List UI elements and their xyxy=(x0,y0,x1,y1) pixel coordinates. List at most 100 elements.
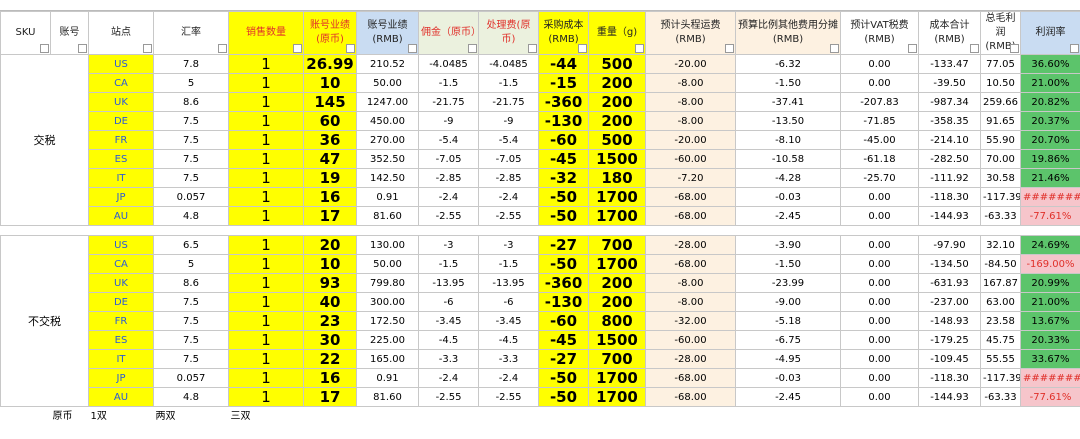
header-cell: 站点 xyxy=(88,11,154,55)
cell: -2.4 xyxy=(418,368,479,388)
cell: 1 xyxy=(228,254,304,274)
cell: 21.00% xyxy=(1020,73,1080,93)
cell: AU xyxy=(88,206,154,226)
cell: -2.85 xyxy=(478,168,539,188)
cell: 700 xyxy=(588,349,646,369)
cell: -2.4 xyxy=(478,368,539,388)
cell: -1.50 xyxy=(735,254,841,274)
cell: 6.5 xyxy=(153,235,229,255)
cell: -6 xyxy=(418,292,479,312)
cell: 45.75 xyxy=(980,330,1021,350)
cell: 0.057 xyxy=(153,187,229,207)
cell: 22 xyxy=(303,349,357,369)
cell: -117.39 xyxy=(980,187,1021,207)
header-row: SKU 账号 站点 汇率 销售数量 账号业绩(原币) 账号业绩(RMB) 佣金（原币） 处理费(… xyxy=(0,11,1080,55)
cell: 352.50 xyxy=(356,149,419,169)
cell: -3 xyxy=(478,235,539,255)
cell: -8.00 xyxy=(645,292,736,312)
cell: -134.50 xyxy=(918,254,981,274)
header-cell: 账号业绩(RMB) xyxy=(356,11,419,55)
cell: 1 xyxy=(228,235,304,255)
cell: -4.95 xyxy=(735,349,841,369)
data-row: DE 7.5 1 40 300.00 -6 -6 -130 200 -8.00 -9.00 0.00-… xyxy=(1,292,1080,312)
cell: 1247.00 xyxy=(356,92,419,112)
cell: FR xyxy=(88,311,154,331)
cell: -21.75 xyxy=(418,92,479,112)
spacer-cell xyxy=(0,225,1080,236)
cell: 1 xyxy=(228,368,304,388)
cell: 1 xyxy=(228,130,304,150)
cell: -13.95 xyxy=(478,273,539,293)
cell: -2.55 xyxy=(418,387,479,407)
cell: -169.00% xyxy=(1020,254,1080,274)
cell: 200 xyxy=(588,73,646,93)
cell: 1 xyxy=(228,111,304,131)
cell: 180 xyxy=(588,168,646,188)
cell: -2.4 xyxy=(478,187,539,207)
cell: -28.00 xyxy=(645,235,736,255)
cell: 20.82% xyxy=(1020,92,1080,112)
cell: JP xyxy=(88,187,154,207)
cell: 0.91 xyxy=(356,187,419,207)
cell: 7.5 xyxy=(153,111,229,131)
cell: 0.91 xyxy=(356,368,419,388)
cell: 7.5 xyxy=(153,168,229,188)
cell: 5 xyxy=(153,254,229,274)
cell: 1 xyxy=(228,187,304,207)
cell: -50 xyxy=(538,368,589,388)
group-label: 交税 xyxy=(0,54,89,226)
data-row: JP 0.057 1 16 0.91 -2.4 -2.4 -50 1700 -68.00 -0.03… xyxy=(1,187,1080,207)
data-row: 不交税 US 6.5 1 20 130.00 -3 -3 -27 700 -28.00 -3.90 0.… xyxy=(0,235,1080,407)
data-row: IT 7.5 1 22 165.00 -3.3 -3.3 -27 700 -28.00 -4.95 0… xyxy=(1,349,1080,369)
cell: -77.61% xyxy=(1020,206,1080,226)
cell: 55.90 xyxy=(980,130,1021,150)
cell: 8.6 xyxy=(153,92,229,112)
footer-row: 原币 1双 两双 三双 xyxy=(0,406,1080,423)
cell: -27 xyxy=(538,349,589,369)
cell: 1 xyxy=(228,168,304,188)
cell: -133.47 xyxy=(918,54,981,74)
cell: 19.86% xyxy=(1020,149,1080,169)
data-row: JP 0.057 1 16 0.91 -2.4 -2.4 -50 1700 -68.00 -0.03… xyxy=(1,368,1080,388)
cell: -130 xyxy=(538,292,589,312)
cell: 1 xyxy=(228,292,304,312)
cell: -631.93 xyxy=(918,273,981,293)
cell: 165.00 xyxy=(356,349,419,369)
cell: -60.00 xyxy=(645,330,736,350)
cell: -50 xyxy=(538,187,589,207)
cell: -9 xyxy=(418,111,479,131)
header-cell: 总毛利润(RMB) xyxy=(980,11,1021,55)
cell: 30 xyxy=(303,330,357,350)
cell: -32 xyxy=(538,168,589,188)
cell: -20.00 xyxy=(645,54,736,74)
cell: 1 xyxy=(228,273,304,293)
cell: 1700 xyxy=(588,187,646,207)
cell: -3 xyxy=(418,235,479,255)
cell: 172.50 xyxy=(356,311,419,331)
cell: 20.70% xyxy=(1020,130,1080,150)
cell: 1700 xyxy=(588,206,646,226)
cell: -61.18 xyxy=(840,149,919,169)
cell: 200 xyxy=(588,273,646,293)
cell: 81.60 xyxy=(356,387,419,407)
cell: 91.65 xyxy=(980,111,1021,131)
header-cell: 重量（g) xyxy=(588,11,646,55)
header-cell: 预算比例其他费用分摊(RMB) xyxy=(735,11,841,55)
cell: -1.50 xyxy=(735,73,841,93)
cell: 142.50 xyxy=(356,168,419,188)
cell: 130.00 xyxy=(356,235,419,255)
cell: 8.6 xyxy=(153,273,229,293)
cell: 17 xyxy=(303,206,357,226)
footer-cell: 原币 xyxy=(50,406,89,423)
cell: 77.05 xyxy=(980,54,1021,74)
cell: ES xyxy=(88,330,154,350)
cell: 167.87 xyxy=(980,273,1021,293)
cell: 1 xyxy=(228,54,304,74)
cell: 7.5 xyxy=(153,330,229,350)
cell: -20.00 xyxy=(645,130,736,150)
cell: -50 xyxy=(538,387,589,407)
cell: 1500 xyxy=(588,149,646,169)
cell: -4.0485 xyxy=(478,54,539,74)
footer-cell: 三双 xyxy=(228,406,304,423)
cell: -148.93 xyxy=(918,311,981,331)
